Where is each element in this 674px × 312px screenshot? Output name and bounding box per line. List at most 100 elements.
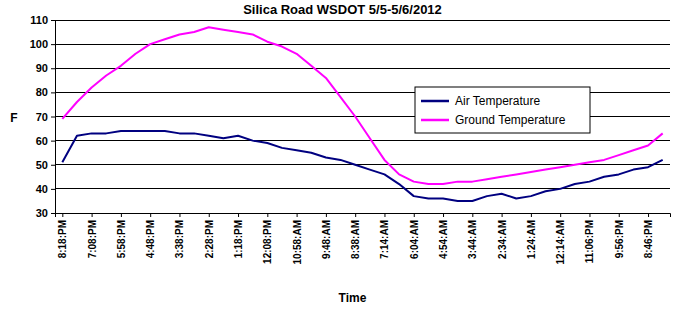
x-tick-mark bbox=[384, 213, 385, 217]
x-tick: 2:34:AM bbox=[497, 213, 508, 259]
x-tick-mark bbox=[560, 213, 561, 217]
y-tick-label: 50 bbox=[36, 159, 48, 171]
y-tick: 70 bbox=[36, 111, 55, 123]
x-tick-label: 12:08:PM bbox=[262, 220, 273, 264]
x-tick: 7:08:PM bbox=[87, 213, 98, 258]
x-tick: 4:48:PM bbox=[145, 213, 156, 258]
x-tick-label: 2:34:AM bbox=[497, 220, 508, 259]
x-tick-mark bbox=[92, 213, 93, 217]
x-tick-mark bbox=[414, 213, 415, 217]
x-tick: 7:14:AM bbox=[379, 213, 390, 259]
x-tick: 1:18:PM bbox=[233, 213, 244, 258]
x-tick-label: 9:48:AM bbox=[321, 220, 332, 259]
grid bbox=[55, 20, 670, 213]
y-tick-label: 100 bbox=[30, 38, 48, 50]
x-tick-label: 1:24:AM bbox=[526, 220, 537, 259]
x-tick-mark bbox=[648, 213, 649, 217]
x-tick-label: 8:18:PM bbox=[57, 220, 68, 258]
x-tick-mark bbox=[502, 213, 503, 217]
legend-box bbox=[415, 87, 590, 133]
x-tick-label: 7:08:PM bbox=[87, 220, 98, 258]
plot-lines bbox=[62, 27, 662, 201]
x-axis-line bbox=[56, 214, 671, 218]
x-tick: 2:28:PM bbox=[204, 213, 215, 258]
legend-label: Ground Temperature bbox=[455, 113, 566, 127]
x-tick-mark bbox=[443, 213, 444, 217]
y-tick-mark bbox=[51, 20, 55, 21]
x-tick: 8:38:AM bbox=[350, 213, 361, 259]
legend-swatch bbox=[421, 100, 449, 103]
legend-label: Air Temperature bbox=[455, 94, 540, 108]
series-line bbox=[62, 27, 662, 184]
y-tick-label: 90 bbox=[36, 62, 48, 74]
y-axis-title: F bbox=[10, 111, 17, 125]
y-tick-mark bbox=[51, 92, 55, 93]
y-tick-label: 40 bbox=[36, 183, 48, 195]
y-tick-label: 110 bbox=[30, 14, 48, 26]
y-tick: 50 bbox=[36, 159, 55, 171]
grid-line bbox=[55, 44, 670, 45]
y-tick-mark bbox=[51, 189, 55, 190]
x-tick-label: 3:44:AM bbox=[467, 220, 478, 259]
y-tick-label: 80 bbox=[36, 86, 48, 98]
y-tick-mark bbox=[51, 117, 55, 118]
x-tick-mark bbox=[62, 213, 63, 217]
x-tick-label: 9:56:PM bbox=[614, 220, 625, 258]
y-tick: 110 bbox=[30, 14, 55, 26]
x-tick-label: 4:54:AM bbox=[438, 220, 449, 259]
x-tick-mark bbox=[267, 213, 268, 217]
y-tick: 80 bbox=[36, 86, 55, 98]
x-tick: 12:08:PM bbox=[262, 213, 273, 264]
y-tick-mark bbox=[51, 68, 55, 69]
y-tick-mark bbox=[51, 213, 55, 214]
x-tick: 9:56:PM bbox=[614, 213, 625, 258]
x-tick-mark bbox=[531, 213, 532, 217]
x-tick: 8:18:PM bbox=[57, 213, 68, 258]
y-tick: 90 bbox=[36, 62, 55, 74]
y-tick-label: 70 bbox=[36, 111, 48, 123]
grid-line bbox=[55, 68, 670, 69]
y-axis-line bbox=[51, 21, 56, 214]
x-tick: 9:48:AM bbox=[321, 213, 332, 259]
y-tick-label: 30 bbox=[36, 207, 48, 219]
legend-swatch bbox=[421, 119, 449, 122]
x-tick: 1:24:AM bbox=[526, 213, 537, 259]
x-axis-title: Time bbox=[339, 291, 367, 305]
y-tick-mark bbox=[51, 165, 55, 166]
x-tick-mark bbox=[179, 213, 180, 217]
grid-line bbox=[55, 188, 670, 189]
grid-line bbox=[55, 20, 670, 21]
x-tick-label: 4:48:PM bbox=[145, 220, 156, 258]
x-axis: 8:18:PM 7:08:PM 5:58:PM 4:48:PM 3:38:PM 2:28:… bbox=[56, 213, 671, 264]
x-tick: 11:06:PM bbox=[584, 213, 595, 263]
x-tick: 3:44:AM bbox=[467, 213, 478, 259]
x-tick-mark bbox=[355, 213, 356, 217]
y-tick-mark bbox=[51, 44, 55, 45]
grid-line bbox=[55, 140, 670, 141]
y-tick: 60 bbox=[36, 135, 55, 147]
x-tick: 12:14:AM bbox=[555, 213, 566, 264]
x-tick: 8:46:PM bbox=[643, 213, 654, 258]
x-tick-mark bbox=[326, 213, 327, 217]
x-tick-label: 8:46:PM bbox=[643, 220, 654, 258]
y-tick: 30 bbox=[36, 207, 55, 219]
x-tick-mark bbox=[238, 213, 239, 217]
x-tick: 6:04:AM bbox=[409, 213, 420, 259]
x-tick-mark bbox=[121, 213, 122, 217]
x-tick-label: 12:14:AM bbox=[555, 220, 566, 264]
y-tick-label: 60 bbox=[36, 135, 48, 147]
x-tick-mark bbox=[297, 213, 298, 217]
x-tick: 3:38:PM bbox=[174, 213, 185, 258]
x-tick: 5:58:PM bbox=[116, 213, 127, 258]
chart: Silica Road WSDOT 5/5-5/6/20123040506070… bbox=[0, 0, 674, 312]
x-tick-label: 6:04:AM bbox=[409, 220, 420, 259]
legend: Air Temperature Ground Temperature bbox=[415, 87, 590, 133]
x-tick-mark bbox=[619, 213, 620, 217]
x-tick: 10:58:AM bbox=[292, 213, 303, 264]
x-tick-mark bbox=[472, 213, 473, 217]
x-tick-label: 1:18:PM bbox=[233, 220, 244, 258]
y-tick: 40 bbox=[36, 183, 55, 195]
x-tick-label: 2:28:PM bbox=[204, 220, 215, 258]
x-tick-label: 7:14:AM bbox=[379, 220, 390, 259]
x-tick: 4:54:AM bbox=[438, 213, 449, 259]
